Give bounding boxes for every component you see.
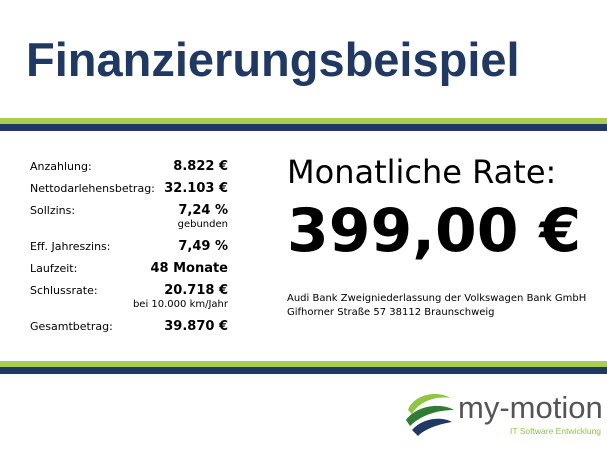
logo-name: my-motion	[458, 390, 603, 425]
detail-label: Sollzins:	[30, 204, 76, 217]
detail-note: gebunden	[177, 219, 228, 230]
page-title: Finanzierungsbeispiel	[26, 33, 520, 86]
detail-note: bei 10.000 km/Jahr	[132, 299, 228, 310]
company-logo: my-motion IT Software Entwicklung	[404, 388, 604, 444]
top-navy-stripe	[0, 124, 607, 131]
bottom-navy-stripe	[0, 367, 607, 374]
top-green-stripe	[0, 118, 607, 125]
lender-line-1: Audi Bank Zweigniederlassung der Volkswa…	[287, 293, 587, 304]
detail-label: Nettodarlehensbetrag:	[30, 182, 155, 195]
logo-tagline: IT Software Entwicklung	[510, 426, 602, 436]
detail-label: Laufzeit:	[30, 262, 78, 275]
detail-value: 39.870 €	[164, 319, 228, 334]
detail-value: 48 Monate	[150, 261, 228, 276]
lender-line-2: Gifhorner Straße 57 38112 Braunschweig	[287, 307, 495, 318]
detail-value: 32.103 €	[164, 181, 228, 196]
detail-label: Gesamtbetrag:	[30, 320, 113, 333]
detail-value: 7,49 %	[178, 239, 228, 254]
lender-info: Audi Bank Zweigniederlassung der Volkswa…	[287, 292, 586, 320]
detail-label: Eff. Jahreszins:	[30, 240, 111, 253]
bottom-green-stripe	[0, 361, 607, 368]
detail-value: 20.718 €	[164, 283, 228, 298]
swirl-globe-icon	[406, 394, 454, 436]
detail-label: Schlussrate:	[30, 284, 98, 297]
detail-label: Anzahlung:	[30, 160, 92, 173]
detail-value: 7,24 %	[178, 203, 228, 218]
monthly-rate-value: 399,00 €	[287, 196, 582, 266]
detail-value: 8.822 €	[173, 159, 228, 174]
monthly-rate-label: Monatliche Rate:	[287, 153, 557, 191]
